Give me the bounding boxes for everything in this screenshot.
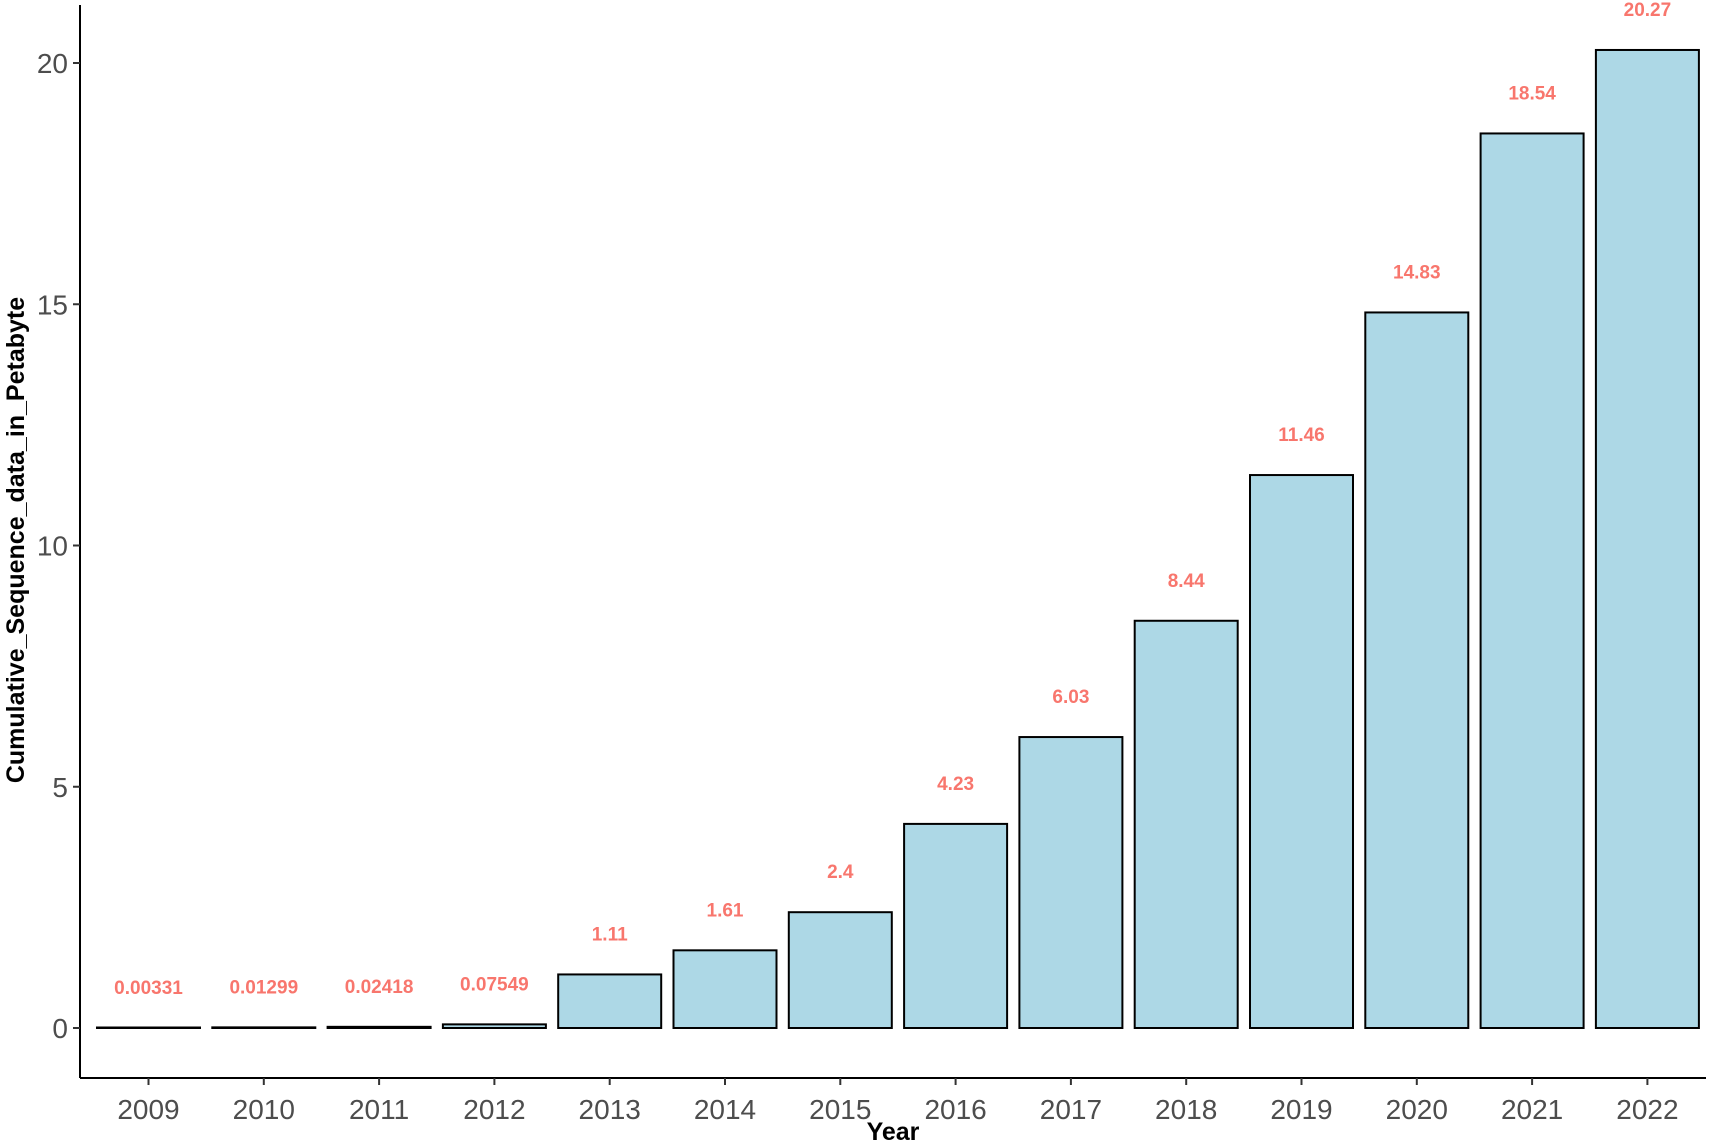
data-label-2017: 6.03 bbox=[1052, 687, 1089, 708]
x-axis-title: Year bbox=[867, 1118, 920, 1142]
x-tick-label-2014: 2014 bbox=[694, 1094, 756, 1125]
x-tick-label-2017: 2017 bbox=[1040, 1094, 1102, 1125]
x-tick-label-2019: 2019 bbox=[1270, 1094, 1332, 1125]
y-tick-label-20: 20 bbox=[37, 48, 68, 79]
data-label-2018: 8.44 bbox=[1168, 571, 1205, 592]
x-tick-label-2009: 2009 bbox=[117, 1094, 179, 1125]
y-axis-title: Cumulative_Sequence_data_in_Petabyte bbox=[2, 297, 30, 783]
bar-2019 bbox=[1249, 474, 1354, 1029]
data-label-2021: 18.54 bbox=[1508, 83, 1556, 104]
data-labels-layer: 0.00331 0.01299 0.02418 0.07549 1.11 1.61 2.4 4… bbox=[114, 0, 1671, 999]
data-label-2014: 1.61 bbox=[707, 900, 744, 921]
bar-2014 bbox=[672, 949, 778, 1030]
bar-2010 bbox=[211, 1026, 317, 1029]
bar-2017 bbox=[1018, 736, 1124, 1029]
y-tick-label-10: 10 bbox=[37, 531, 68, 562]
data-label-2022: 20.27 bbox=[1624, 0, 1672, 21]
bar-2016 bbox=[903, 822, 1009, 1030]
x-tick-label-2013: 2013 bbox=[579, 1094, 641, 1125]
x-tick-label-2018: 2018 bbox=[1155, 1094, 1217, 1125]
y-tick-label-5: 5 bbox=[52, 772, 68, 803]
x-tick-label-2021: 2021 bbox=[1501, 1094, 1563, 1125]
x-tick-label-2010: 2010 bbox=[233, 1094, 295, 1125]
axes-layer: 0 5 10 15 20 2009 2010 2011 2012 2013 2014 2015 2016… bbox=[37, 5, 1706, 1125]
data-label-2011: 0.02418 bbox=[345, 977, 414, 998]
bar-2011 bbox=[326, 1025, 432, 1029]
data-label-2013: 1.11 bbox=[592, 924, 628, 945]
x-tick-label-2011: 2011 bbox=[349, 1094, 409, 1125]
data-label-2020: 14.83 bbox=[1393, 262, 1441, 283]
bar-2020 bbox=[1364, 311, 1470, 1029]
x-tick-label-2016: 2016 bbox=[924, 1094, 986, 1125]
bar-2018 bbox=[1133, 619, 1239, 1030]
y-tick-label-0: 0 bbox=[52, 1013, 68, 1044]
bar-2021 bbox=[1479, 132, 1585, 1029]
bar-2013 bbox=[557, 973, 663, 1030]
bar-2022 bbox=[1594, 48, 1700, 1030]
bar-2009 bbox=[96, 1026, 201, 1029]
x-tick-label-2012: 2012 bbox=[463, 1094, 525, 1125]
x-tick-label-2015: 2015 bbox=[809, 1094, 871, 1125]
x-tick-label-2022: 2022 bbox=[1616, 1094, 1678, 1125]
data-label-2010: 0.01299 bbox=[229, 977, 298, 998]
bar-2012 bbox=[441, 1023, 547, 1029]
bars-layer bbox=[96, 48, 1700, 1030]
data-label-2015: 2.4 bbox=[827, 862, 854, 883]
y-tick-label-15: 15 bbox=[37, 289, 68, 320]
data-label-2016: 4.23 bbox=[937, 774, 974, 795]
bar-2015 bbox=[787, 911, 893, 1030]
data-label-2019: 11.46 bbox=[1278, 425, 1325, 446]
data-label-2009: 0.00331 bbox=[114, 978, 183, 999]
data-label-2012: 0.07549 bbox=[460, 974, 529, 995]
x-tick-label-2020: 2020 bbox=[1386, 1094, 1448, 1125]
